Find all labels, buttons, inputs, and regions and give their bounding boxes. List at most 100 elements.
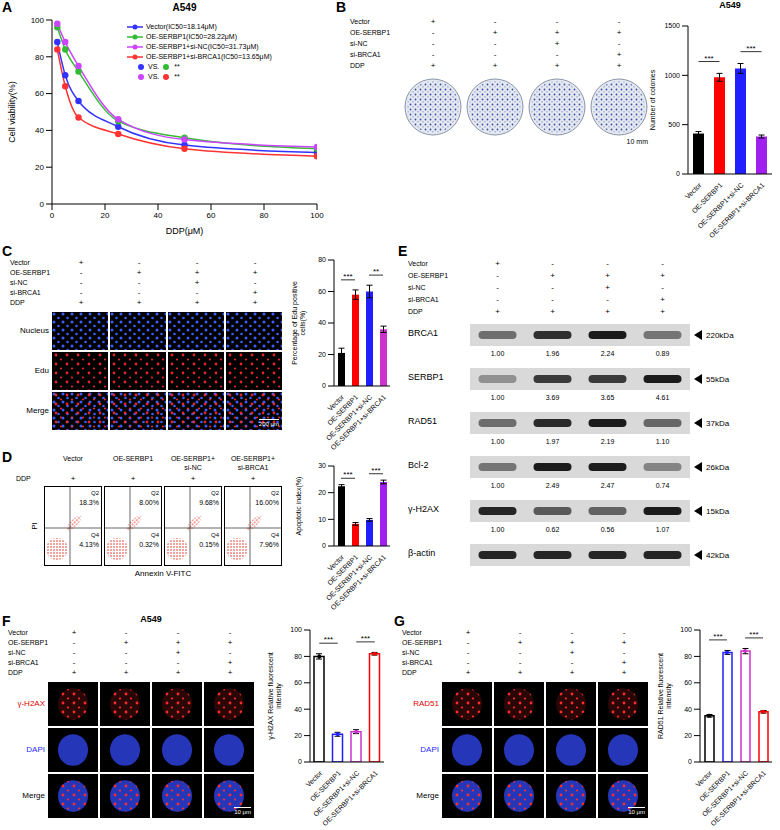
svg-text:20: 20 — [101, 211, 110, 220]
svg-text:10: 10 — [318, 516, 326, 523]
svg-text:PI: PI — [30, 522, 39, 530]
svg-text:γ-H2AX: γ-H2AX — [408, 504, 439, 514]
svg-text:***: *** — [749, 630, 758, 639]
svg-text:DDP(μM): DDP(μM) — [166, 226, 204, 236]
svg-text:cells(%): cells(%) — [299, 311, 307, 336]
svg-text:16.00%: 16.00% — [255, 499, 279, 506]
svg-text:55kDa: 55kDa — [706, 375, 730, 384]
svg-text:0: 0 — [298, 758, 302, 765]
svg-text:100: 100 — [31, 16, 45, 25]
svg-text:0.15%: 0.15% — [199, 541, 219, 548]
svg-text:BRCA1: BRCA1 — [408, 328, 438, 338]
svg-text:80: 80 — [35, 53, 44, 62]
svg-text:4.13%: 4.13% — [79, 541, 99, 548]
svg-text:***: *** — [371, 466, 380, 475]
svg-text:37kDa: 37kDa — [706, 419, 730, 428]
svg-text:1.10: 1.10 — [656, 438, 670, 445]
svg-text:100: 100 — [680, 626, 692, 633]
svg-text:0.62: 0.62 — [546, 526, 560, 533]
svg-text:1.96: 1.96 — [546, 350, 560, 357]
svg-text:2.19: 2.19 — [601, 438, 615, 445]
svg-text:4.61: 4.61 — [656, 394, 670, 401]
svg-text:OE-SERBP1+si-BRCA1: OE-SERBP1+si-BRCA1 — [321, 769, 379, 826]
svg-text:42kDa: 42kDa — [706, 551, 730, 560]
svg-text:1.07: 1.07 — [656, 526, 670, 533]
svg-text:1.00: 1.00 — [491, 482, 505, 489]
svg-text:80: 80 — [684, 653, 692, 660]
svg-text:9.68%: 9.68% — [199, 499, 219, 506]
svg-text:RAD51 Relative fluorescent: RAD51 Relative fluorescent — [657, 653, 664, 739]
svg-text:Q4: Q4 — [91, 532, 100, 538]
svg-text:20: 20 — [318, 489, 326, 496]
svg-text:40: 40 — [318, 319, 326, 326]
svg-text:20: 20 — [294, 732, 302, 739]
svg-text:80: 80 — [294, 653, 302, 660]
svg-text:***: *** — [343, 470, 352, 479]
svg-text:***: *** — [361, 634, 370, 643]
svg-text:40: 40 — [35, 126, 44, 135]
svg-text:220kDa: 220kDa — [706, 331, 734, 340]
svg-text:***: *** — [704, 54, 713, 63]
svg-text:20: 20 — [318, 351, 326, 358]
svg-text:Number of colonies: Number of colonies — [649, 69, 656, 130]
svg-text:40: 40 — [684, 706, 692, 713]
svg-text:SERBP1: SERBP1 — [408, 372, 444, 382]
svg-text:RAD51: RAD51 — [408, 416, 437, 426]
svg-text:0: 0 — [676, 170, 680, 177]
svg-text:18.3%: 18.3% — [79, 499, 99, 506]
svg-text:1.97: 1.97 — [546, 438, 560, 445]
svg-text:OE-SERBP1+si-BRCA1: OE-SERBP1+si-BRCA1 — [329, 553, 387, 610]
svg-text:100: 100 — [290, 626, 302, 633]
svg-text:***: *** — [713, 632, 722, 641]
svg-text:20: 20 — [35, 163, 44, 172]
svg-text:1.00: 1.00 — [491, 394, 505, 401]
svg-text:60: 60 — [35, 89, 44, 98]
svg-text:100: 100 — [310, 211, 324, 220]
svg-text:1000: 1000 — [664, 72, 680, 79]
svg-text:***: *** — [343, 272, 352, 281]
svg-text:1.00: 1.00 — [491, 438, 505, 445]
svg-text:3.69: 3.69 — [546, 394, 560, 401]
svg-text:Q4: Q4 — [271, 532, 280, 538]
svg-text:60: 60 — [684, 679, 692, 686]
svg-text:3.65: 3.65 — [601, 394, 615, 401]
svg-text:0: 0 — [322, 382, 326, 389]
svg-text:500: 500 — [668, 121, 680, 128]
svg-text:***: *** — [746, 44, 755, 53]
svg-text:60: 60 — [207, 211, 216, 220]
svg-text:Q4: Q4 — [151, 532, 160, 538]
svg-text:40: 40 — [154, 211, 163, 220]
svg-text:60: 60 — [318, 288, 326, 295]
svg-text:2.24: 2.24 — [601, 350, 615, 357]
svg-text:0: 0 — [40, 200, 45, 209]
svg-text:OE-SERBP1+si-BRCA1: OE-SERBP1+si-BRCA1 — [709, 769, 767, 826]
svg-text:0: 0 — [688, 758, 692, 765]
svg-text:1.00: 1.00 — [491, 350, 505, 357]
svg-text:β-actin: β-actin — [408, 548, 435, 558]
svg-text:Bcl-2: Bcl-2 — [408, 460, 429, 470]
svg-text:Percentage of Edu positive: Percentage of Edu positive — [291, 281, 299, 365]
svg-text:26kDa: 26kDa — [706, 463, 730, 472]
svg-text:Apoptotic index(%): Apoptotic index(%) — [295, 477, 303, 536]
svg-text:Q2: Q2 — [211, 490, 220, 496]
svg-text:2.47: 2.47 — [601, 482, 615, 489]
svg-text:30: 30 — [318, 462, 326, 469]
svg-text:Q4: Q4 — [211, 532, 220, 538]
svg-text:Q2: Q2 — [271, 490, 280, 496]
svg-text:0: 0 — [50, 211, 55, 220]
svg-text:**: ** — [373, 267, 379, 276]
svg-text:0.56: 0.56 — [601, 526, 615, 533]
svg-text:OE-SERBP1+si-BRCA1: OE-SERBP1+si-BRCA1 — [329, 393, 387, 450]
svg-text:Q2: Q2 — [151, 490, 160, 496]
svg-text:20: 20 — [684, 732, 692, 739]
svg-text:Vector: Vector — [684, 181, 703, 200]
svg-text:2.49: 2.49 — [546, 482, 560, 489]
svg-text:15kDa: 15kDa — [706, 507, 730, 516]
svg-text:intensity: intensity — [275, 683, 283, 709]
svg-text:0.74: 0.74 — [656, 482, 670, 489]
svg-text:Q2: Q2 — [91, 490, 100, 496]
svg-text:0.89: 0.89 — [656, 350, 670, 357]
svg-text:***: *** — [324, 635, 333, 644]
svg-text:OE-SERBP1+si-BRCA1: OE-SERBP1+si-BRCA1 — [708, 181, 766, 238]
svg-text:Cell viability(%): Cell viability(%) — [7, 81, 17, 143]
